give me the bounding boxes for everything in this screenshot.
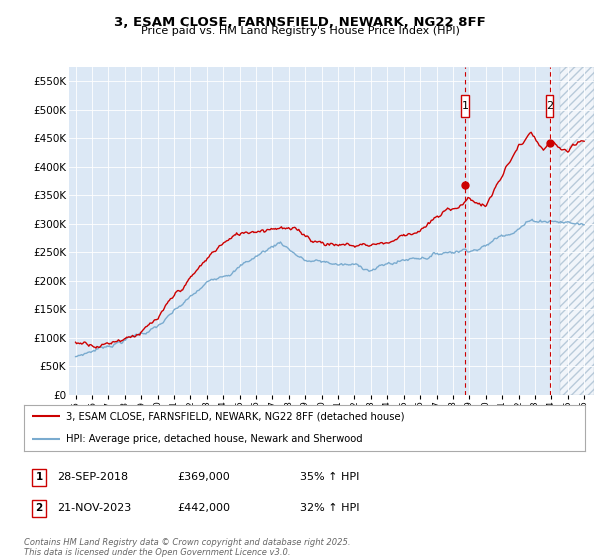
Text: 35% ↑ HPI: 35% ↑ HPI <box>300 472 359 482</box>
Bar <box>560 67 594 395</box>
Text: 21-NOV-2023: 21-NOV-2023 <box>57 503 131 514</box>
Text: £369,000: £369,000 <box>177 472 230 482</box>
Text: 3, ESAM CLOSE, FARNSFIELD, NEWARK, NG22 8FF: 3, ESAM CLOSE, FARNSFIELD, NEWARK, NG22 … <box>114 16 486 29</box>
Text: £442,000: £442,000 <box>177 503 230 514</box>
Text: 1: 1 <box>461 101 469 111</box>
Text: 1: 1 <box>35 472 43 482</box>
Text: HPI: Average price, detached house, Newark and Sherwood: HPI: Average price, detached house, Newa… <box>66 435 362 444</box>
Bar <box>461 95 469 117</box>
Text: Price paid vs. HM Land Registry's House Price Index (HPI): Price paid vs. HM Land Registry's House … <box>140 26 460 36</box>
Text: 32% ↑ HPI: 32% ↑ HPI <box>300 503 359 514</box>
Text: Contains HM Land Registry data © Crown copyright and database right 2025.
This d: Contains HM Land Registry data © Crown c… <box>24 538 350 557</box>
Text: 28-SEP-2018: 28-SEP-2018 <box>57 472 128 482</box>
Text: 2: 2 <box>546 101 553 111</box>
Text: 2: 2 <box>35 503 43 514</box>
Bar <box>560 67 594 395</box>
Bar <box>546 95 553 117</box>
Text: 3, ESAM CLOSE, FARNSFIELD, NEWARK, NG22 8FF (detached house): 3, ESAM CLOSE, FARNSFIELD, NEWARK, NG22 … <box>66 412 404 421</box>
